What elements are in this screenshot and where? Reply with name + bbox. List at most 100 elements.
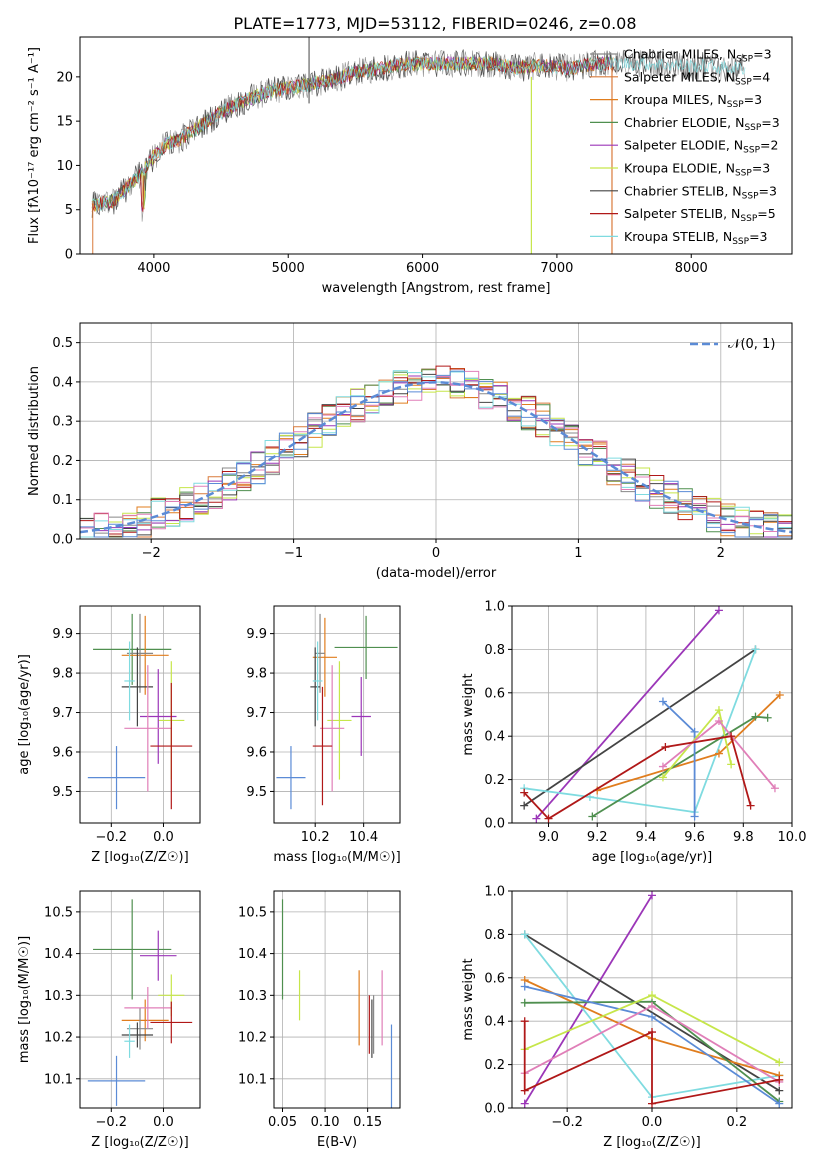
y-tick-label: 9.8 [52, 667, 73, 682]
y-tick-label: 9.7 [52, 706, 73, 721]
weight-marker [588, 812, 597, 821]
y-tick-label: 0.6 [484, 971, 505, 986]
x-tick-label: 10.2 [301, 830, 330, 845]
x-axis-label: mass [log₁₀(M/M☉)] [273, 850, 400, 865]
y-tick-label: 0 [65, 248, 73, 263]
x-tick-label: 1 [574, 546, 582, 561]
y-tick-label: 0.8 [484, 928, 505, 943]
legend-text: Salpeter ELODIE, N [624, 138, 743, 153]
legend-label: Salpeter ELODIE, NSSP=2 [624, 138, 778, 156]
x-tick-label: −0.2 [96, 1115, 128, 1130]
y-tick-label: 0.4 [52, 375, 73, 390]
x-tick-label: 0 [432, 546, 440, 561]
weight-marker [648, 991, 656, 1000]
legend-text: =3 [759, 183, 777, 198]
spectrum-line [91, 49, 746, 218]
weight-marker [775, 1086, 784, 1095]
y-tick-label: 1.0 [484, 885, 505, 900]
legend-text: =4 [752, 69, 770, 84]
plot-area [87, 899, 193, 1106]
weight-marker [520, 1086, 529, 1095]
legend-label: 𝒩(0, 1) [728, 337, 775, 352]
y-tick-label: 10.3 [44, 989, 73, 1004]
weight-marker [658, 762, 667, 771]
residual-histogram [80, 370, 792, 538]
y-tick-label: 0.0 [52, 533, 73, 548]
x-axis-label: Z [log₁₀(Z/Z☉)] [603, 1135, 700, 1150]
weight-marker [714, 749, 723, 758]
weight-marker [648, 1012, 656, 1021]
y-tick-label: 0.0 [484, 1102, 505, 1117]
x-tick-label: 8000 [675, 261, 708, 276]
y-tick-label: 10.5 [44, 905, 73, 920]
y-tick-label: 0.4 [484, 730, 505, 745]
plot-area [281, 899, 393, 1108]
y-tick-label: 10.4 [44, 947, 73, 962]
axes-frame [273, 605, 401, 824]
legend-text: Chabrier ELODIE, N [624, 115, 744, 130]
x-tick-label: 5000 [272, 261, 305, 276]
legend-subscript: SSP [743, 146, 760, 156]
weight-marker [648, 891, 656, 900]
y-tick-label: 10 [56, 159, 73, 174]
x-axis-label: age [log₁₀(age/yr)] [592, 850, 713, 865]
figure-title: PLATE=1773, MJD=53112, FIBERID=0246, z=0… [233, 14, 636, 33]
y-tick-label: 10.1 [44, 1072, 73, 1087]
legend-text: Kroupa STELIB, N [624, 229, 732, 244]
y-axis-label: age [log₁₀(age/yr)] [17, 654, 32, 775]
x-tick-label: 0.0 [153, 830, 174, 845]
panel-z_vs_mass: −0.2 0.0 10.1 10.2 10.3 10.4 10.5 Z [log₁₀(Z/Z☉… [17, 890, 201, 1150]
y-tick-label: 10.4 [238, 947, 267, 962]
weight-marker [714, 706, 723, 715]
spectrum-line [91, 55, 746, 212]
y-tick-label: 10.1 [238, 1072, 267, 1087]
x-tick-label: 6000 [406, 261, 439, 276]
y-tick-label: 10.3 [238, 989, 267, 1004]
axes-frame [511, 605, 793, 824]
gaussian-curve [80, 381, 792, 534]
legend-label: Kroupa ELODIE, NSSP=3 [624, 161, 770, 179]
x-tick-label: 9.0 [538, 830, 559, 845]
y-tick-label: 9.5 [246, 785, 267, 800]
x-axis-label: (data-model)/error [376, 566, 497, 581]
y-tick-label: 9.6 [52, 745, 73, 760]
y-tick-label: 15 [56, 115, 73, 130]
legend-subscript: SSP [736, 55, 753, 65]
y-tick-label: 20 [56, 70, 73, 85]
weight-marker [746, 801, 755, 810]
legend-text: =3 [753, 47, 771, 62]
legend-subscript: SSP [735, 77, 752, 87]
panel-z_vs_age: −0.2 0.0 9.5 9.6 9.7 9.8 9.9 Z [log₁₀(Z/Z☉)] age… [17, 605, 201, 865]
legend-subscript: SSP [732, 237, 749, 247]
legend-text: Salpeter STELIB, N [624, 206, 740, 221]
y-tick-label: 0.2 [52, 454, 73, 469]
legend-label: Salpeter STELIB, NSSP=5 [624, 206, 776, 224]
weight-marker [714, 606, 723, 615]
x-tick-label: 0.2 [727, 1115, 748, 1130]
weight-marker [520, 801, 529, 810]
weight-marker [690, 812, 699, 821]
y-tick-label: 0.5 [52, 336, 73, 351]
legend-label: Salpeter MILES, NSSP=4 [624, 69, 770, 87]
panel-z_vs_massweight: −0.2 0.0 0.2 0.0 0.2 0.4 0.6 0.8 1.0 Z [log₁₀(Z/Z… [461, 885, 793, 1150]
x-tick-label: 9.6 [684, 830, 705, 845]
y-tick-label: 10.2 [238, 1031, 267, 1046]
y-tick-label: 10.2 [44, 1031, 73, 1046]
x-tick-label: −2 [142, 546, 161, 561]
weight-marker [751, 645, 760, 654]
axes-frame [79, 605, 201, 824]
legend-subscript: SSP [744, 123, 761, 133]
spectrum-line [91, 56, 544, 212]
weight-marker [727, 732, 736, 741]
axes-frame [79, 36, 793, 255]
y-tick-label: 0.8 [484, 643, 505, 658]
panel-spectrum: 4000 5000 6000 7000 8000 0 5 10 15 20 wavelength [… [27, 36, 793, 296]
plot-area [276, 613, 398, 810]
legend-text: Chabrier STELIB, N [624, 183, 742, 198]
weight-marker [520, 788, 529, 797]
y-tick-label: 9.7 [246, 706, 267, 721]
x-axis-label: Z [log₁₀(Z/Z☉)] [91, 1135, 188, 1150]
x-tick-label: −0.2 [551, 1115, 583, 1130]
